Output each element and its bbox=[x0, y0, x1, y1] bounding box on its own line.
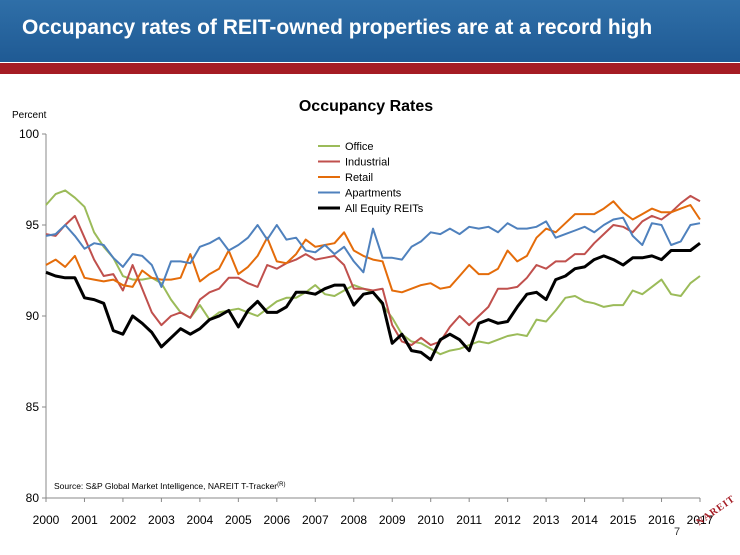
chart-title: Occupancy Rates bbox=[299, 98, 433, 115]
x-tick-label: 2000 bbox=[33, 513, 60, 527]
legend-label: Retail bbox=[345, 172, 373, 184]
x-tick-label: 2009 bbox=[379, 513, 406, 527]
x-tick-label: 2014 bbox=[571, 513, 598, 527]
x-tick-label: 2005 bbox=[225, 513, 252, 527]
legend-label: Industrial bbox=[345, 157, 390, 169]
x-tick-label: 2006 bbox=[263, 513, 290, 527]
y-tick-label: 80 bbox=[26, 491, 40, 505]
x-tick-label: 2017 bbox=[687, 513, 714, 527]
y-tick-label: 100 bbox=[19, 127, 39, 141]
x-axis-ticks: 2000 2001 2002 2003 2004 2005 2006 2007 2008 2009… bbox=[33, 498, 714, 527]
x-tick-label: 2002 bbox=[110, 513, 137, 527]
page-number: 7 bbox=[674, 526, 681, 538]
x-tick-label: 2010 bbox=[417, 513, 444, 527]
y-axis-label: Percent bbox=[12, 110, 47, 121]
x-tick-label: 2012 bbox=[494, 513, 521, 527]
series-lines bbox=[45, 189, 701, 362]
x-tick-label: 2003 bbox=[148, 513, 175, 527]
source-note: Source: S&P Global Market Intelligence, … bbox=[54, 481, 285, 491]
y-tick-label: 85 bbox=[26, 400, 40, 414]
slide-title: Occupancy rates of REIT-owned properties… bbox=[22, 16, 653, 39]
series-line-industrial bbox=[45, 194, 701, 347]
x-tick-label: 2013 bbox=[533, 513, 560, 527]
x-tick-label: 2008 bbox=[340, 513, 367, 527]
legend-label: Apartments bbox=[345, 188, 402, 200]
legend-label: All Equity REITs bbox=[345, 203, 424, 215]
accent-bar bbox=[0, 63, 740, 74]
x-tick-label: 2011 bbox=[456, 513, 482, 527]
series-line-apartments bbox=[45, 216, 701, 288]
x-tick-label: 2004 bbox=[187, 513, 214, 527]
x-tick-label: 2016 bbox=[648, 513, 675, 527]
series-line-all-equity-reits bbox=[45, 242, 701, 362]
series-line-retail bbox=[45, 200, 701, 294]
legend: Office Industrial Retail Apartments All Equi… bbox=[318, 141, 424, 215]
y-tick-label: 95 bbox=[26, 218, 40, 232]
y-tick-label: 90 bbox=[26, 309, 40, 323]
x-tick-label: 2007 bbox=[302, 513, 329, 527]
title-banner: Occupancy rates of REIT-owned properties… bbox=[0, 0, 740, 62]
legend-label: Office bbox=[345, 141, 374, 153]
y-axis-ticks: 80 85 90 95 100 bbox=[19, 127, 46, 505]
x-tick-label: 2001 bbox=[71, 513, 98, 527]
x-tick-label: 2015 bbox=[610, 513, 637, 527]
